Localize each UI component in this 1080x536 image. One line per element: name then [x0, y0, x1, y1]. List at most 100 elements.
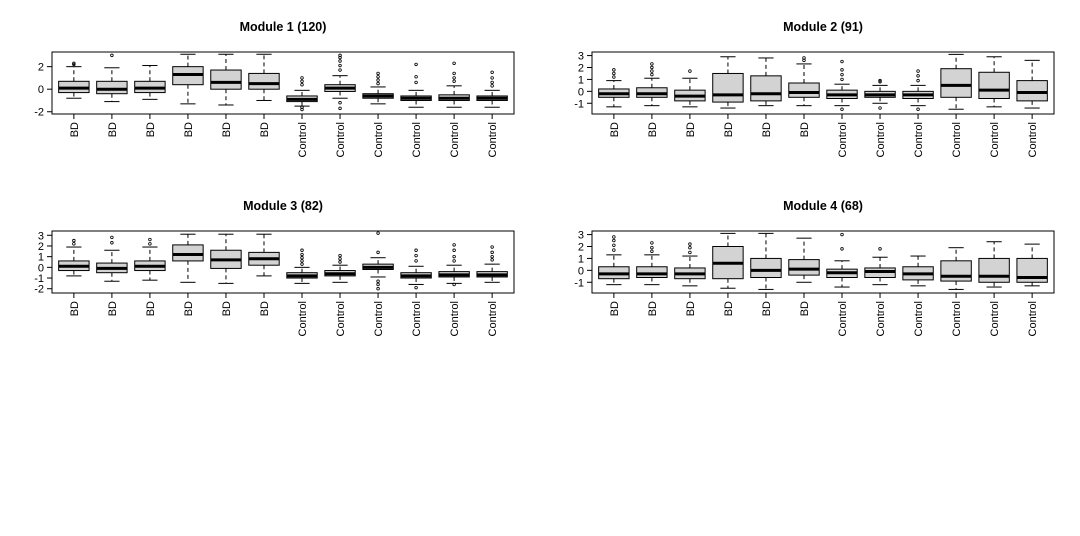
plot-frame — [591, 51, 1055, 115]
outlier-point — [338, 257, 342, 261]
y-tick-label: 2 — [578, 242, 584, 254]
box-11 — [438, 243, 470, 287]
box-iqr — [788, 259, 820, 276]
outlier-point — [840, 59, 844, 64]
x-tick-label: BD — [609, 122, 621, 137]
outlier-point — [840, 247, 844, 251]
box-iqr — [940, 68, 972, 98]
x-tick-label: Control — [951, 122, 963, 157]
outlier-point — [688, 245, 692, 250]
y-tick-label: 2 — [38, 62, 44, 74]
box-iqr — [248, 72, 280, 90]
y-tick-label: 0 — [578, 265, 584, 277]
outlier-point — [490, 76, 494, 80]
outlier-point — [840, 68, 844, 72]
x-tick-label: BD — [145, 301, 157, 316]
x-tick-label: BD — [69, 122, 81, 137]
box-iqr — [750, 75, 782, 102]
x-tick-label: Control — [297, 301, 309, 336]
box-iqr — [1016, 80, 1048, 102]
outlier-point — [650, 62, 654, 66]
outlier-point — [452, 79, 456, 84]
outlier-point — [300, 262, 304, 266]
box-4 — [712, 232, 744, 289]
outlier-point — [490, 254, 494, 259]
x-tick-label: Control — [411, 301, 423, 336]
outlier-point — [916, 69, 920, 73]
outlier-point — [72, 242, 76, 246]
outlier-point — [148, 242, 152, 246]
x-tick-label: Control — [837, 122, 849, 157]
y-tick-label: 1 — [578, 74, 584, 86]
outlier-point — [414, 75, 418, 79]
outlier-point — [300, 256, 304, 260]
box-iqr — [210, 69, 242, 90]
box-iqr — [750, 257, 782, 278]
y-tick-label: 0 — [38, 262, 44, 274]
outlier-point — [338, 260, 342, 264]
x-tick-label: BD — [799, 122, 811, 137]
outlier-point — [72, 61, 76, 65]
x-tick-label: BD — [221, 301, 233, 316]
box-6 — [248, 233, 280, 277]
y-tick-label: 3 — [578, 51, 584, 63]
box-7 — [286, 76, 318, 112]
x-tick-label: Control — [989, 122, 1001, 157]
outlier-point — [338, 253, 342, 258]
outlier-point — [338, 53, 342, 58]
box-7 — [826, 59, 858, 111]
outlier-point — [452, 282, 456, 287]
box-1 — [598, 235, 630, 286]
outlier-point — [300, 248, 304, 252]
outlier-point — [376, 287, 380, 291]
y-tick-label: 1 — [578, 253, 584, 265]
box-6 — [248, 53, 280, 101]
x-tick-label: Control — [335, 122, 347, 157]
y-tick-label: 2 — [578, 63, 584, 75]
x-tick-label: BD — [107, 301, 119, 316]
box-3 — [674, 69, 706, 108]
outlier-point — [490, 70, 494, 74]
outlier-point — [840, 232, 844, 237]
box-10 — [400, 248, 432, 290]
outlier-point — [110, 53, 114, 58]
y-tick-label: 0 — [38, 84, 44, 96]
box-11 — [438, 61, 470, 108]
y-tick-label: -2 — [34, 284, 44, 296]
box-4 — [172, 53, 204, 105]
box-1 — [598, 68, 630, 108]
outlier-point — [490, 84, 494, 88]
x-tick-label: BD — [685, 301, 697, 316]
x-tick-label: BD — [647, 122, 659, 137]
outlier-point — [300, 79, 304, 84]
x-tick-label: BD — [799, 301, 811, 316]
box-2 — [96, 235, 128, 282]
box-4 — [712, 56, 744, 109]
x-tick-label: Control — [951, 301, 963, 336]
box-2 — [96, 53, 128, 103]
outlier-point — [338, 59, 342, 63]
outlier-point — [452, 248, 456, 252]
box-7 — [286, 248, 318, 284]
outlier-point — [490, 80, 494, 85]
y-tick-label: -1 — [574, 98, 584, 110]
box-iqr — [978, 257, 1010, 283]
outlier-point — [650, 241, 654, 245]
box-7 — [826, 232, 858, 288]
outlier-point — [916, 107, 920, 111]
outlier-point — [376, 282, 380, 287]
box-2 — [636, 62, 668, 107]
box-3 — [134, 237, 166, 281]
x-tick-label: BD — [183, 122, 195, 137]
outlier-point — [376, 71, 380, 76]
outlier-point — [490, 250, 494, 255]
outlier-point — [376, 231, 380, 235]
outlier-point — [802, 56, 806, 60]
y-tick-label: -2 — [34, 107, 44, 119]
outlier-point — [878, 80, 882, 84]
box-iqr — [96, 80, 128, 95]
